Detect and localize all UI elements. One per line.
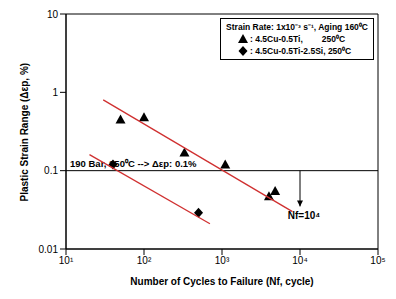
svg-text:Number of Cycles to Failure (N: Number of Cycles to Failure (Nf, cycle) [130,276,313,287]
html-text:: 4.5Cu-0.5Ti-2.5Si, 250⁰C: : 4.5Cu-0.5Ti-2.5Si, 250⁰C [250,46,352,56]
html-text:: 4.5Cu-0.5Ti, 250⁰C: : 4.5Cu-0.5Ti, 250⁰C [250,34,346,44]
svg-text:Plastic Strain Range (Δεp, %): Plastic Strain Range (Δεp, %) [19,63,30,202]
svg-text:Nf=10⁴: Nf=10⁴ [288,210,321,221]
svg-text:190 Bar, 250⁰C --> Δεp: 0.1%: 190 Bar, 250⁰C --> Δεp: 0.1% [70,158,197,169]
html-text:Strain Rate: 1x10⁻³ s⁻¹, Aging: Strain Rate: 1x10⁻³ s⁻¹, Aging 160⁰C [226,22,368,32]
svg-text:10¹: 10¹ [59,255,74,266]
svg-text:1: 1 [52,87,58,98]
svg-text:10: 10 [47,9,59,20]
svg-text:10⁴: 10⁴ [292,255,307,266]
svg-text:10³: 10³ [215,255,230,266]
svg-text:10²: 10² [137,255,152,266]
svg-text:0.01: 0.01 [39,244,59,255]
svg-text:0.1: 0.1 [44,165,58,176]
svg-text:10⁵: 10⁵ [370,255,385,266]
